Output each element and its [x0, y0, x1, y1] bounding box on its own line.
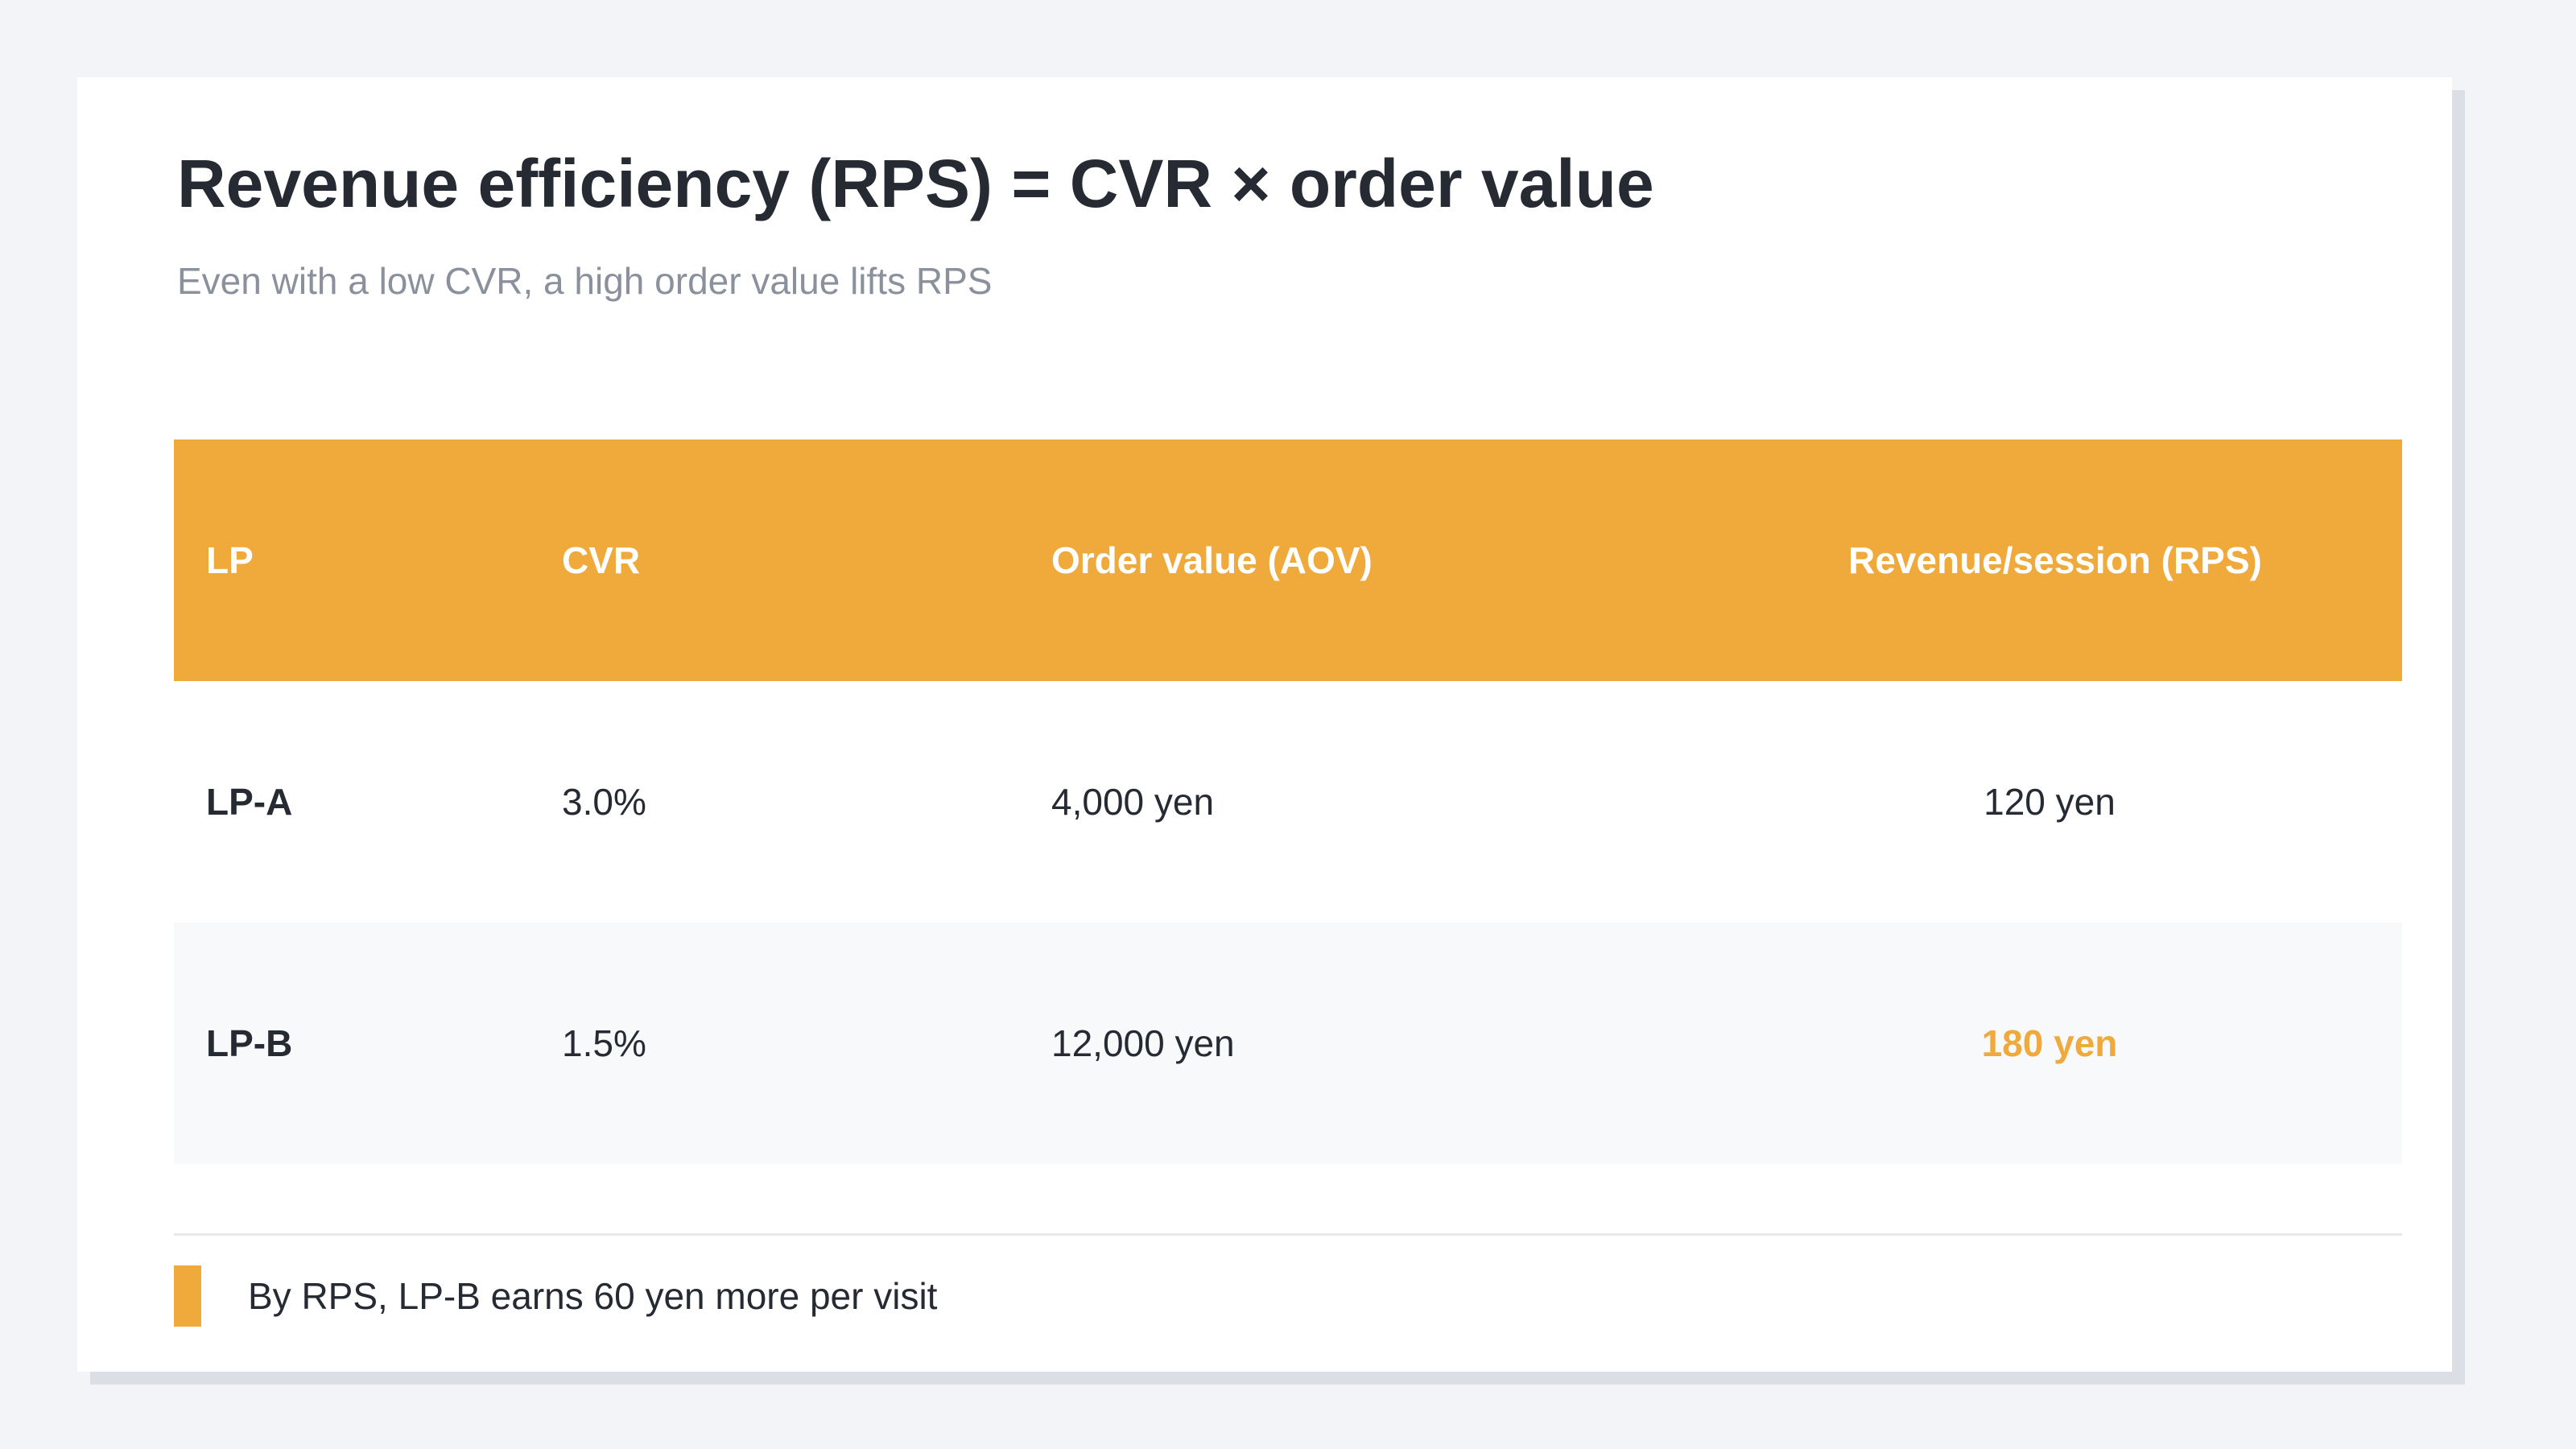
table-header-row: LP CVR Order value (AOV) Revenue/session…	[174, 440, 2402, 681]
note-accent-bar	[174, 1265, 201, 1327]
content-card: Revenue efficiency (RPS) = CVR × order v…	[77, 77, 2452, 1372]
comparison-table: LP CVR Order value (AOV) Revenue/session…	[174, 440, 2402, 1164]
row-aov: 4,000 yen	[1051, 781, 1215, 823]
table-row: LP-A 3.0% 4,000 yen 120 yen	[174, 681, 2402, 923]
row-rps-highlight: 180 yen	[1981, 1022, 2118, 1064]
divider	[174, 1233, 2402, 1236]
header-cvr: CVR	[562, 539, 641, 581]
row-aov: 12,000 yen	[1051, 1022, 1235, 1064]
summary-note: By RPS, LP-B earns 60 yen more per visit	[248, 1275, 938, 1317]
page-subtitle: Even with a low CVR, a high order value …	[177, 260, 993, 302]
page-title: Revenue efficiency (RPS) = CVR × order v…	[177, 146, 1654, 221]
row-lp-name: LP-B	[206, 1022, 293, 1064]
row-rps: 120 yen	[1984, 781, 2116, 823]
row-lp-name: LP-A	[206, 781, 293, 823]
row-cvr: 1.5%	[562, 1022, 646, 1064]
header-lp: LP	[206, 539, 254, 581]
header-rps: Revenue/session (RPS)	[1848, 539, 2262, 581]
table-row: LP-B 1.5% 12,000 yen 180 yen	[174, 923, 2402, 1164]
header-aov: Order value (AOV)	[1051, 539, 1373, 581]
row-cvr: 3.0%	[562, 781, 646, 823]
